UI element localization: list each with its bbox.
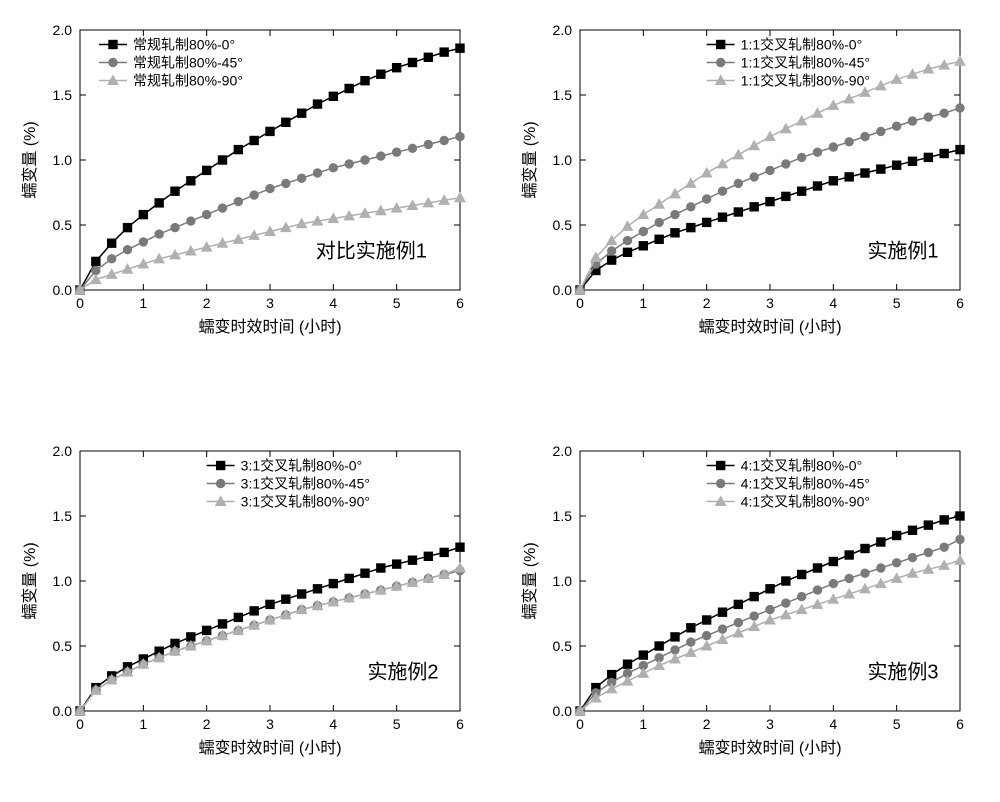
legend-label: 4:1交叉轧制80%-90°	[741, 494, 870, 510]
x-axis-label: 蠕变时效时间 (小时)	[698, 739, 841, 757]
xtick-label: 3	[266, 716, 274, 732]
xtick-label: 0	[76, 716, 84, 732]
ytick-label: 2.0	[53, 443, 73, 459]
xtick-label: 4	[329, 716, 337, 732]
panel-0: 0 1 2 3 4 5 6 0.0 0.5 1.0 1.5 2.0 蠕变时效时间 (小时) 蠕变量 (%)…	[10, 10, 490, 371]
y-axis-label: 蠕变量 (%)	[521, 121, 539, 198]
xtick-label: 2	[703, 716, 711, 732]
ytick-label: 0.5	[53, 638, 73, 654]
ytick-label: 1.0	[53, 152, 73, 168]
xtick-label: 5	[893, 716, 901, 732]
xtick-label: 2	[203, 295, 211, 311]
xtick-label: 0	[576, 716, 584, 732]
ytick-label: 0.0	[53, 703, 73, 719]
y-axis-label: 蠕变量 (%)	[21, 121, 39, 198]
xtick-label: 5	[393, 716, 401, 732]
ytick-label: 0.0	[53, 282, 73, 298]
panel-2: 0 1 2 3 4 5 6 0.0 0.5 1.0 1.5 2.0 蠕变时效时间 (小时) 蠕变量 (%)…	[10, 431, 490, 792]
panel-title: 实施例2	[367, 661, 438, 684]
panel-3: 0 1 2 3 4 5 6 0.0 0.5 1.0 1.5 2.0 蠕变时效时间 (小时) 蠕变量 (%)…	[510, 431, 990, 792]
legend-label: 3:1交叉轧制80%-0°	[241, 458, 363, 474]
ytick-label: 0.0	[553, 703, 573, 719]
legend-label: 1:1交叉轧制80%-0°	[741, 37, 863, 53]
panel-title: 实施例1	[867, 240, 938, 263]
xtick-label: 0	[76, 295, 84, 311]
x-axis-label: 蠕变时效时间 (小时)	[198, 739, 341, 757]
xtick-label: 1	[639, 716, 647, 732]
ytick-label: 1.0	[553, 152, 573, 168]
y-axis-label: 蠕变量 (%)	[521, 542, 539, 619]
xtick-label: 3	[766, 295, 774, 311]
legend-label: 4:1交叉轧制80%-45°	[741, 476, 870, 492]
ytick-label: 2.0	[53, 22, 73, 38]
chart-grid: 0 1 2 3 4 5 6 0.0 0.5 1.0 1.5 2.0 蠕变时效时间 (小时) 蠕变量 (%)…	[0, 0, 1000, 802]
legend-label: 1:1交叉轧制80%-90°	[741, 73, 870, 89]
panel-title: 实施例3	[867, 661, 938, 684]
xtick-label: 6	[956, 295, 964, 311]
xtick-label: 0	[576, 295, 584, 311]
ytick-label: 1.5	[53, 508, 73, 524]
ytick-label: 0.5	[53, 217, 73, 233]
ytick-label: 1.0	[553, 573, 573, 589]
y-axis-label: 蠕变量 (%)	[21, 542, 39, 619]
x-axis-label: 蠕变时效时间 (小时)	[698, 318, 841, 336]
xtick-label: 6	[456, 295, 464, 311]
ytick-label: 1.5	[53, 87, 73, 103]
legend-label: 1:1交叉轧制80%-45°	[741, 55, 870, 71]
xtick-label: 1	[639, 295, 647, 311]
xtick-label: 4	[329, 295, 337, 311]
xtick-label: 6	[456, 716, 464, 732]
ytick-label: 1.5	[553, 87, 573, 103]
legend-label: 4:1交叉轧制80%-0°	[741, 458, 863, 474]
ytick-label: 0.5	[553, 217, 573, 233]
panel-1: 0 1 2 3 4 5 6 0.0 0.5 1.0 1.5 2.0 蠕变时效时间 (小时) 蠕变量 (%)…	[510, 10, 990, 371]
xtick-label: 1	[139, 716, 147, 732]
ytick-label: 0.0	[553, 282, 573, 298]
ytick-label: 1.0	[53, 573, 73, 589]
xtick-label: 4	[829, 716, 837, 732]
xtick-label: 1	[139, 295, 147, 311]
xtick-label: 3	[766, 716, 774, 732]
panel-title: 对比实施例1	[316, 240, 427, 263]
xtick-label: 5	[393, 295, 401, 311]
ytick-label: 2.0	[553, 443, 573, 459]
xtick-label: 2	[703, 295, 711, 311]
legend-label: 3:1交叉轧制80%-90°	[241, 494, 370, 510]
legend-label: 常规轧制80%-45°	[133, 55, 243, 71]
xtick-label: 5	[893, 295, 901, 311]
legend-label: 常规轧制80%-90°	[133, 73, 243, 89]
xtick-label: 6	[956, 716, 964, 732]
ytick-label: 2.0	[553, 22, 573, 38]
ytick-label: 0.5	[553, 638, 573, 654]
legend-label: 3:1交叉轧制80%-45°	[241, 476, 370, 492]
legend-label: 常规轧制80%-0°	[133, 37, 235, 53]
xtick-label: 3	[266, 295, 274, 311]
ytick-label: 1.5	[553, 508, 573, 524]
xtick-label: 2	[203, 716, 211, 732]
x-axis-label: 蠕变时效时间 (小时)	[198, 318, 341, 336]
xtick-label: 4	[829, 295, 837, 311]
